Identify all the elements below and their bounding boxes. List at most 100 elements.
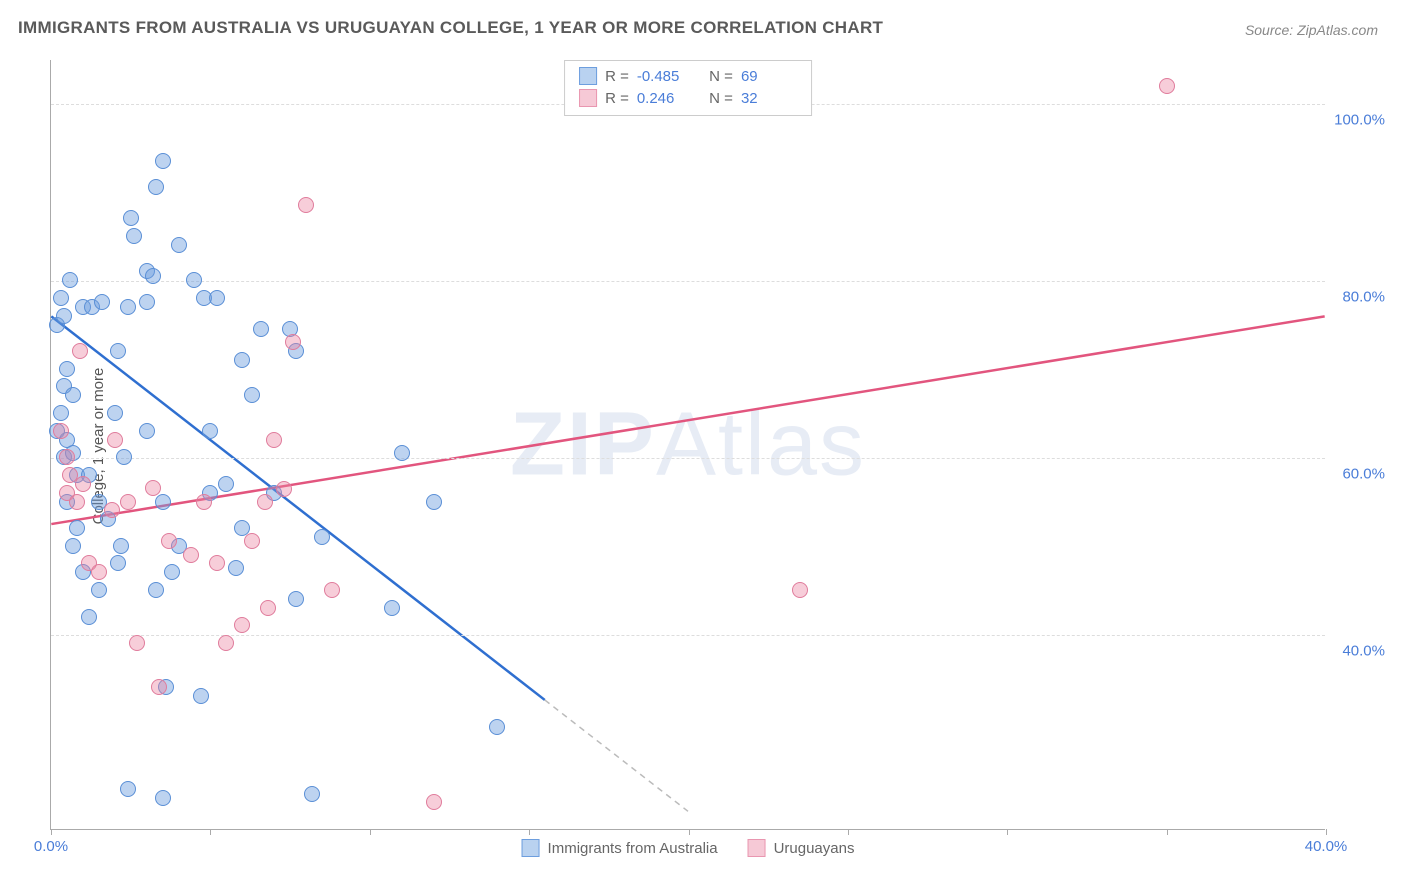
- scatter-point: [53, 290, 69, 306]
- scatter-point: [426, 794, 442, 810]
- scatter-point: [94, 294, 110, 310]
- gridline-horizontal: [51, 458, 1325, 459]
- plot-area: ZIPAtlas R = -0.485 N = 69R = 0.246 N = …: [50, 60, 1325, 830]
- scatter-point: [298, 197, 314, 213]
- trend-line: [51, 316, 1324, 524]
- scatter-point: [324, 582, 340, 598]
- legend-series-label: Immigrants from Australia: [548, 840, 718, 857]
- y-tick-label: 80.0%: [1342, 289, 1385, 306]
- scatter-point: [110, 555, 126, 571]
- scatter-point: [72, 343, 88, 359]
- scatter-point: [123, 210, 139, 226]
- scatter-point: [129, 635, 145, 651]
- scatter-point: [113, 538, 129, 554]
- scatter-point: [53, 405, 69, 421]
- scatter-point: [120, 494, 136, 510]
- scatter-point: [183, 547, 199, 563]
- x-tick: [370, 829, 371, 835]
- scatter-point: [56, 308, 72, 324]
- scatter-point: [260, 600, 276, 616]
- legend-n-value: 32: [741, 90, 797, 107]
- scatter-point: [155, 790, 171, 806]
- x-tick: [529, 829, 530, 835]
- scatter-point: [202, 423, 218, 439]
- scatter-point: [65, 538, 81, 554]
- legend-bottom: Immigrants from Australia Uruguayans: [522, 839, 855, 857]
- scatter-point: [244, 387, 260, 403]
- scatter-point: [116, 449, 132, 465]
- scatter-point: [107, 405, 123, 421]
- scatter-point: [69, 494, 85, 510]
- scatter-point: [314, 529, 330, 545]
- scatter-point: [69, 520, 85, 536]
- x-tick: [1326, 829, 1327, 835]
- x-tick: [210, 829, 211, 835]
- scatter-point: [426, 494, 442, 510]
- scatter-point: [110, 343, 126, 359]
- y-tick-label: 60.0%: [1342, 466, 1385, 483]
- scatter-point: [285, 334, 301, 350]
- legend-stats-box: R = -0.485 N = 69R = 0.246 N = 32: [564, 60, 812, 116]
- scatter-point: [126, 228, 142, 244]
- trend-lines-layer: [51, 60, 1325, 829]
- legend-n-label: N =: [701, 90, 733, 107]
- y-tick-label: 100.0%: [1334, 112, 1385, 129]
- scatter-point: [75, 476, 91, 492]
- scatter-point: [276, 481, 292, 497]
- scatter-point: [792, 582, 808, 598]
- scatter-point: [228, 560, 244, 576]
- scatter-point: [196, 494, 212, 510]
- scatter-point: [266, 432, 282, 448]
- x-tick: [1167, 829, 1168, 835]
- scatter-point: [209, 290, 225, 306]
- legend-swatch: [579, 89, 597, 107]
- source-value: ZipAtlas.com: [1297, 22, 1378, 38]
- scatter-point: [253, 321, 269, 337]
- scatter-point: [164, 564, 180, 580]
- scatter-point: [218, 476, 234, 492]
- legend-r-label: R =: [605, 68, 629, 85]
- scatter-point: [148, 582, 164, 598]
- legend-bottom-item: Immigrants from Australia: [522, 839, 718, 857]
- x-tick: [1007, 829, 1008, 835]
- scatter-point: [234, 617, 250, 633]
- chart-title: IMMIGRANTS FROM AUSTRALIA VS URUGUAYAN C…: [18, 18, 883, 38]
- scatter-point: [65, 387, 81, 403]
- legend-swatch: [579, 67, 597, 85]
- x-tick-label: 40.0%: [1305, 838, 1348, 855]
- scatter-point: [257, 494, 273, 510]
- scatter-point: [139, 423, 155, 439]
- scatter-point: [489, 719, 505, 735]
- scatter-point: [218, 635, 234, 651]
- scatter-point: [171, 237, 187, 253]
- x-tick-label: 0.0%: [34, 838, 68, 855]
- scatter-point: [193, 688, 209, 704]
- legend-stats-row: R = 0.246 N = 32: [579, 87, 797, 109]
- scatter-point: [91, 564, 107, 580]
- x-tick: [689, 829, 690, 835]
- scatter-point: [1159, 78, 1175, 94]
- scatter-point: [234, 352, 250, 368]
- scatter-point: [155, 153, 171, 169]
- scatter-point: [107, 432, 123, 448]
- scatter-point: [394, 445, 410, 461]
- legend-n-value: 69: [741, 68, 797, 85]
- gridline-horizontal: [51, 281, 1325, 282]
- legend-swatch: [522, 839, 540, 857]
- scatter-point: [145, 268, 161, 284]
- scatter-point: [59, 361, 75, 377]
- watermark: ZIPAtlas: [510, 393, 866, 496]
- legend-swatch: [748, 839, 766, 857]
- scatter-point: [151, 679, 167, 695]
- scatter-point: [62, 272, 78, 288]
- gridline-horizontal: [51, 635, 1325, 636]
- scatter-point: [91, 582, 107, 598]
- legend-series-label: Uruguayans: [774, 840, 855, 857]
- scatter-point: [120, 299, 136, 315]
- y-tick-label: 40.0%: [1342, 643, 1385, 660]
- scatter-point: [148, 179, 164, 195]
- source-label: Source:: [1245, 22, 1297, 38]
- scatter-point: [145, 480, 161, 496]
- legend-r-label: R =: [605, 90, 629, 107]
- legend-stats-row: R = -0.485 N = 69: [579, 65, 797, 87]
